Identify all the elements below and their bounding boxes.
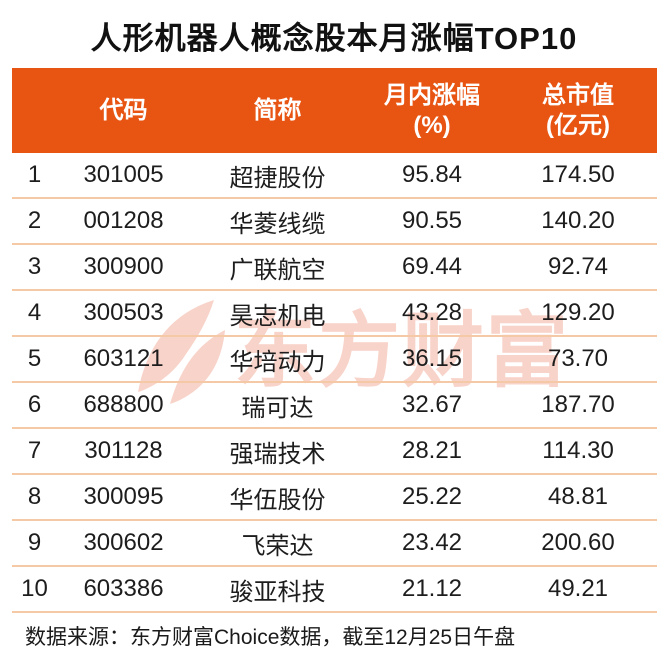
table-row: 5 603121 华培动力 36.15 73.70 [12, 337, 657, 383]
rank-cell: 10 [21, 575, 48, 602]
code-cell: 001208 [83, 207, 164, 234]
cap-cell: 114.30 [542, 437, 614, 464]
code-cell: 603386 [83, 575, 164, 602]
name-cell: 超捷股份 [229, 164, 326, 192]
cap-cell: 49.21 [547, 575, 609, 602]
header-gain-line1: 月内涨幅 [384, 81, 480, 109]
rank-cell: 1 [27, 161, 42, 188]
code-cell: 300503 [83, 299, 164, 326]
header-gain: 月内涨幅 (%) [365, 81, 499, 141]
code-cell: 301005 [83, 161, 164, 188]
header-name: 简称 [253, 96, 302, 124]
rank-cell: 5 [27, 345, 42, 372]
header-gain-line2: (%) [413, 111, 451, 139]
name-cell: 广联航空 [229, 256, 326, 284]
table-row: 9 300602 飞荣达 23.42 200.60 [12, 521, 657, 567]
cap-cell: 73.70 [547, 345, 609, 372]
data-source-note: 数据来源：东方财富Choice数据，截至12月25日午盘 [25, 626, 516, 649]
gain-cell: 95.84 [401, 161, 463, 188]
header-code: 代码 [99, 96, 148, 124]
header-cap-line1: 总市值 [542, 81, 614, 109]
rank-cell: 2 [27, 207, 42, 234]
cap-cell: 48.81 [547, 483, 609, 510]
page-title: 人形机器人概念股本月涨幅TOP10 [90, 21, 578, 56]
name-cell: 骏亚科技 [229, 578, 326, 606]
cap-cell: 129.20 [541, 299, 615, 326]
gain-cell: 28.21 [401, 437, 463, 464]
rank-cell: 8 [27, 483, 42, 510]
code-cell: 301128 [84, 437, 163, 464]
header-cap-line2: (亿元) [546, 111, 610, 139]
cap-cell: 200.60 [541, 529, 615, 556]
table-header-row: 代码 简称 月内涨幅 (%) 总市值 (亿元) [12, 68, 657, 153]
name-cell: 华伍股份 [229, 486, 326, 514]
rank-cell: 7 [27, 437, 42, 464]
name-cell: 瑞可达 [241, 394, 314, 422]
gain-cell: 43.28 [401, 299, 463, 326]
table-row: 8 300095 华伍股份 25.22 48.81 [12, 475, 657, 521]
gain-cell: 25.22 [401, 483, 463, 510]
table-row: 4 300503 昊志机电 43.28 129.20 [12, 291, 657, 337]
rank-cell: 4 [27, 299, 42, 326]
name-cell: 华菱线缆 [229, 210, 326, 238]
gain-cell: 32.67 [401, 391, 463, 418]
name-cell: 华培动力 [229, 348, 326, 376]
code-cell: 300900 [83, 253, 164, 280]
gain-cell: 36.15 [401, 345, 463, 372]
name-cell: 强瑞技术 [229, 440, 326, 468]
code-cell: 688800 [83, 391, 164, 418]
name-cell: 飞荣达 [241, 532, 314, 560]
table-row: 1 301005 超捷股份 95.84 174.50 [12, 153, 657, 199]
cap-cell: 92.74 [547, 253, 609, 280]
top10-table: 代码 简称 月内涨幅 (%) 总市值 (亿元) 1 301005 超捷股份 95… [12, 68, 657, 613]
code-cell: 300602 [83, 529, 164, 556]
cap-cell: 187.70 [541, 391, 615, 418]
rank-cell: 3 [27, 253, 42, 280]
code-cell: 603121 [83, 345, 164, 372]
code-cell: 300095 [83, 483, 164, 510]
header-cap: 总市值 (亿元) [499, 81, 657, 141]
table-row: 10 603386 骏亚科技 21.12 49.21 [12, 567, 657, 613]
rank-cell: 6 [27, 391, 42, 418]
table-row: 2 001208 华菱线缆 90.55 140.20 [12, 199, 657, 245]
gain-cell: 21.12 [401, 575, 463, 602]
table-row: 6 688800 瑞可达 32.67 187.70 [12, 383, 657, 429]
name-cell: 昊志机电 [229, 302, 326, 330]
gain-cell: 23.42 [401, 529, 463, 556]
cap-cell: 140.20 [541, 207, 615, 234]
gain-cell: 90.55 [401, 207, 463, 234]
table-row: 3 300900 广联航空 69.44 92.74 [12, 245, 657, 291]
gain-cell: 69.44 [401, 253, 463, 280]
table-row: 7 301128 强瑞技术 28.21 114.30 [12, 429, 657, 475]
rank-cell: 9 [27, 529, 42, 556]
cap-cell: 174.50 [541, 161, 615, 188]
